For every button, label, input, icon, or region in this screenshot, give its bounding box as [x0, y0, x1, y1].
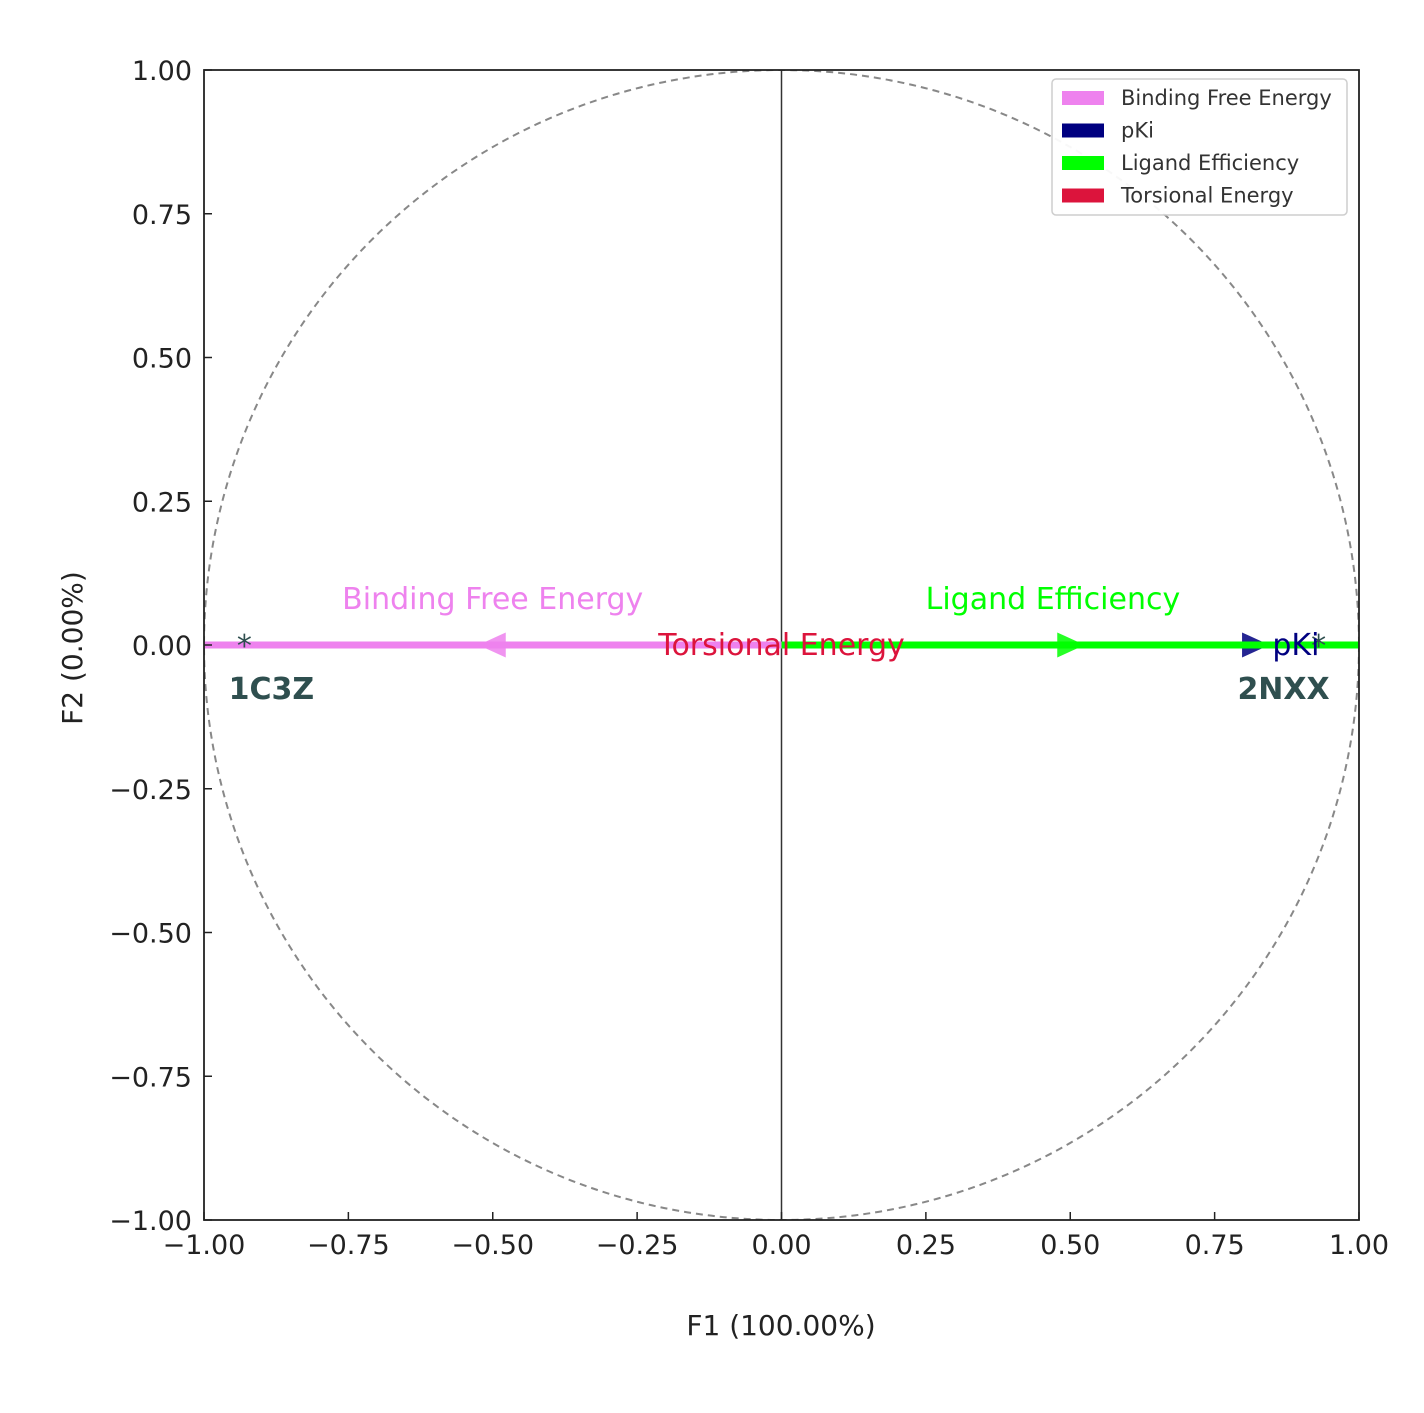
legend-swatch-ligand-efficiency	[1062, 156, 1104, 170]
vector-label-ligand-efficiency: Ligand Efficiency	[926, 582, 1181, 617]
y-tick-label: −0.75	[109, 1062, 192, 1093]
y-axis-title: F2 (0.00%)	[56, 571, 89, 725]
legend-box	[1051, 78, 1348, 216]
y-tick-label: −0.50	[109, 919, 192, 950]
legend-swatch-pki	[1062, 123, 1104, 138]
x-tick-label: 0.50	[1040, 1230, 1100, 1261]
arrowhead-ligand-efficiency	[1057, 632, 1085, 658]
y-tick-label: 1.00	[132, 56, 192, 87]
observation-label-2nxx: 2NXX	[1237, 672, 1329, 707]
y-tick-label: 0.25	[132, 487, 192, 518]
x-tick-label: −0.25	[596, 1230, 679, 1261]
x-tick-label: −0.75	[307, 1230, 390, 1261]
y-tick-label: 0.00	[132, 631, 192, 662]
vector-label-pki: pKi	[1272, 628, 1319, 663]
observation-marker-1c3z: *	[237, 629, 252, 664]
vector-label-binding-free-energy: Binding Free Energy	[342, 582, 643, 617]
y-tick-label: −0.25	[109, 775, 192, 806]
arrowhead-binding-free-energy	[478, 632, 506, 658]
legend-label-ligand-efficiency: Ligand Efficiency	[1121, 151, 1299, 175]
observation-marker-2nxx: *	[1311, 629, 1326, 664]
legend-label-pki: pKi	[1121, 119, 1154, 143]
y-tick-label: 0.50	[132, 344, 192, 375]
observation-label-1c3z: 1C3Z	[229, 672, 315, 707]
y-tick-label: 0.75	[132, 200, 192, 231]
legend-label-torsional-energy: Torsional Energy	[1120, 184, 1294, 208]
legend-label-binding-free-energy: Binding Free Energy	[1121, 86, 1332, 110]
legend-swatch-binding-free-energy	[1062, 91, 1104, 105]
x-tick-label: 1.00	[1329, 1230, 1389, 1261]
x-tick-label: 0.25	[896, 1230, 956, 1261]
y-tick-label: −1.00	[109, 1206, 192, 1237]
x-tick-label: 0.00	[751, 1230, 811, 1261]
plot-area: * *	[204, 70, 1359, 1220]
legend-swatch-torsional-energy	[1062, 188, 1104, 203]
legend: Binding Free Energy pKi Ligand Efficiency T…	[1051, 78, 1348, 216]
x-tick-label: −0.50	[451, 1230, 534, 1261]
vector-label-torsional-energy: Torsional Energy	[657, 628, 905, 663]
x-tick-label: 0.75	[1185, 1230, 1245, 1261]
x-tick-label: −1.00	[163, 1230, 246, 1261]
x-axis-title: F1 (100.00%)	[686, 1309, 875, 1342]
